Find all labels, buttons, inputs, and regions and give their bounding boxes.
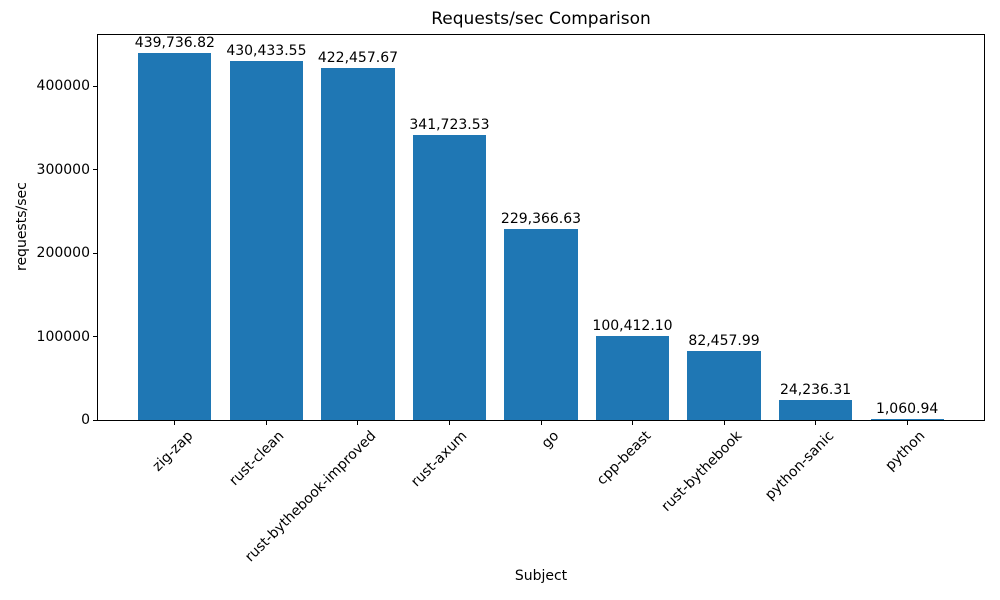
bar-rust-bythebook (687, 351, 761, 420)
bar-value-label: 229,366.63 (500, 210, 582, 227)
y-tick-mark (93, 252, 97, 254)
x-tick-mark (723, 421, 725, 425)
bar-go (504, 228, 578, 420)
y-tick-label: 300000 (36, 161, 90, 178)
y-tick-label: 400000 (36, 78, 90, 95)
bar-zig-zap (138, 53, 212, 420)
x-tick-mark (906, 421, 908, 425)
bar-rust-bythebook-improved (321, 67, 395, 420)
y-tick-label: 200000 (36, 245, 90, 262)
bar-rust-clean (229, 61, 304, 420)
y-tick-label: 100000 (36, 328, 90, 345)
x-tick-mark (540, 421, 542, 425)
bar-value-label: 422,457.67 (317, 49, 399, 66)
x-tick-mark (815, 421, 817, 425)
bar-cpp-beast (595, 336, 670, 420)
x-tick-mark (448, 421, 450, 425)
x-tick-mark (265, 421, 267, 425)
bar-value-label: 430,433.55 (226, 43, 307, 60)
bar-value-label: 341,723.53 (409, 117, 490, 134)
y-tick-label: 0 (81, 412, 90, 428)
bar-value-label: 24,236.31 (779, 381, 852, 398)
x-axis-label: Subject (514, 568, 568, 584)
chart-title: Requests/sec Comparison (431, 9, 651, 29)
x-tick-mark (632, 421, 634, 425)
y-tick-mark (93, 85, 97, 87)
bar-python-sanic (778, 399, 853, 420)
bar-rust-axum (412, 135, 487, 420)
bar-python (870, 419, 944, 420)
y-tick-mark (93, 169, 97, 171)
bar-value-label: 1,060.94 (875, 401, 939, 417)
y-tick-mark (93, 336, 97, 338)
bar-value-label: 439,736.82 (134, 35, 215, 52)
bar-value-label: 100,412.10 (592, 318, 673, 335)
y-tick-mark (93, 419, 97, 421)
x-tick-mark (174, 421, 176, 425)
x-tick-mark (357, 421, 359, 425)
bar-value-label: 82,457.99 (688, 333, 760, 350)
